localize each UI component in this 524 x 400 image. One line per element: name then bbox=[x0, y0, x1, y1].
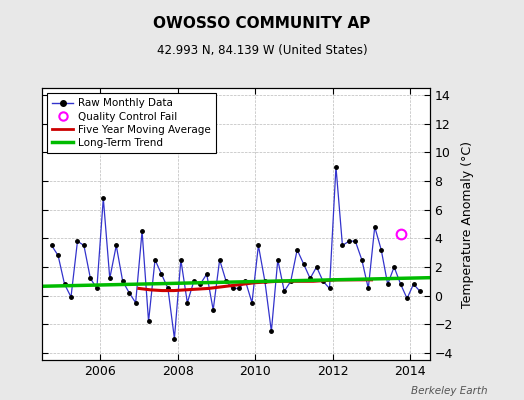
Text: Berkeley Earth: Berkeley Earth bbox=[411, 386, 487, 396]
Legend: Raw Monthly Data, Quality Control Fail, Five Year Moving Average, Long-Term Tren: Raw Monthly Data, Quality Control Fail, … bbox=[47, 93, 216, 153]
Y-axis label: Temperature Anomaly (°C): Temperature Anomaly (°C) bbox=[461, 140, 474, 308]
Text: OWOSSO COMMUNITY AP: OWOSSO COMMUNITY AP bbox=[154, 16, 370, 31]
Text: 42.993 N, 84.139 W (United States): 42.993 N, 84.139 W (United States) bbox=[157, 44, 367, 57]
